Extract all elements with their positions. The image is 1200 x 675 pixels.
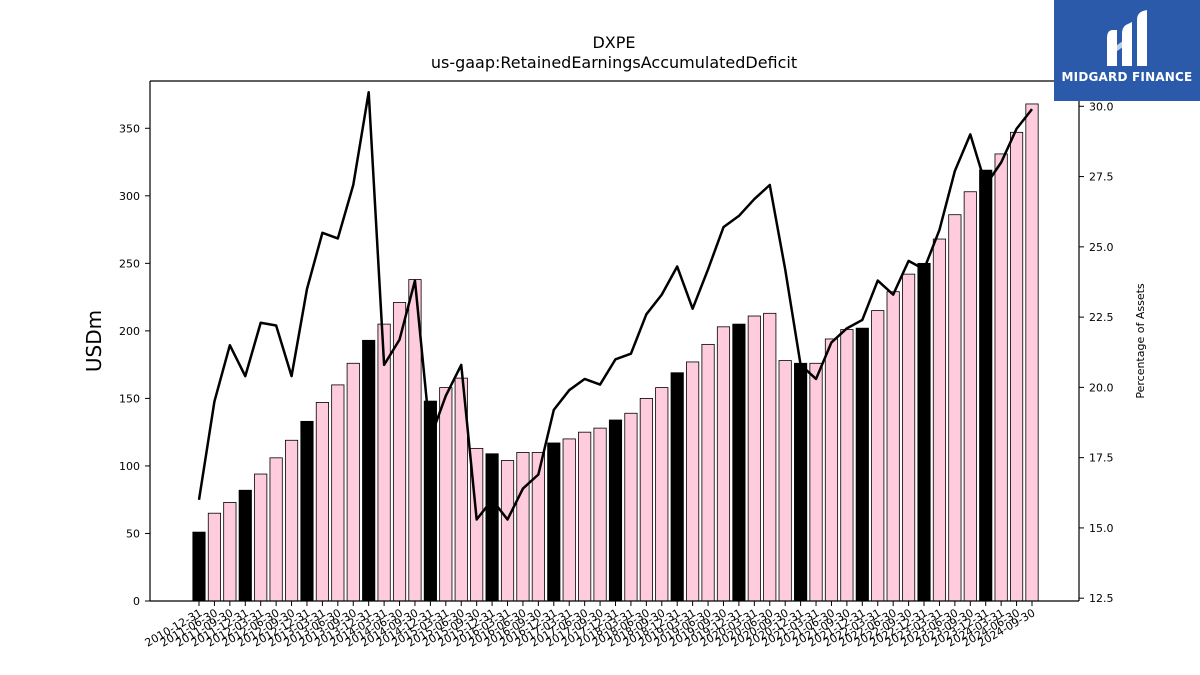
y2-tick-label: 27.5 [1089, 171, 1114, 184]
bar [608, 419, 623, 602]
y-tick-label: 200 [119, 325, 140, 338]
bar [207, 512, 221, 602]
bar [624, 412, 638, 602]
bar [763, 312, 777, 602]
chart-subtitle: us-gaap:RetainedEarningsAccumulatedDefic… [431, 53, 797, 72]
bar [979, 169, 993, 602]
y2-tick-label: 12.5 [1089, 592, 1114, 605]
y2-tick-label: 30.0 [1089, 100, 1114, 113]
bar [963, 191, 977, 602]
y2-tick-label: 22.5 [1089, 311, 1114, 324]
bar [223, 501, 237, 602]
right-ticks: 12.5 15.0 17.5 20.0 22.5 25.0 27.5 30.0 [1079, 100, 1114, 605]
series-line-percentage-of-assets [197, 90, 1033, 521]
bar [485, 453, 499, 602]
bar [794, 362, 808, 602]
bar [547, 442, 561, 602]
bar [254, 473, 268, 602]
bar [716, 326, 731, 602]
bar [578, 431, 592, 602]
line-group [197, 90, 1033, 521]
bar [315, 402, 329, 602]
y2-tick-label: 20.0 [1089, 381, 1114, 394]
bar-group [192, 103, 1039, 602]
chart-title: DXPE [592, 33, 635, 52]
y2-axis-label: Percentage of Assets [1134, 283, 1147, 399]
logo-text: MIDGARD FINANCE [1062, 70, 1193, 84]
bar [809, 362, 823, 602]
bar [362, 339, 376, 602]
x-ticks: 2010-12-312011-06-302011-09-302011-12-31… [143, 601, 1038, 650]
bar [439, 387, 453, 602]
bar [670, 372, 684, 602]
bar [686, 361, 700, 602]
brand-logo: MIDGARD FINANCE [1054, 0, 1200, 101]
bar [948, 214, 962, 602]
bar [639, 397, 653, 602]
bar [917, 262, 931, 602]
bar [932, 238, 947, 602]
left-ticks: 0 50 100 150 200 250 300 350 [119, 122, 150, 608]
bar [284, 439, 299, 602]
bar [516, 452, 530, 602]
bar [331, 384, 345, 602]
bar [500, 460, 515, 602]
bar [1010, 131, 1024, 602]
y2-tick-label: 25.0 [1089, 241, 1114, 254]
bar [238, 489, 252, 602]
bar [1025, 103, 1039, 602]
y-tick-label: 300 [119, 190, 140, 203]
bar [994, 153, 1008, 602]
y2-tick-label: 17.5 [1089, 452, 1114, 465]
bar [855, 327, 869, 602]
bar [562, 438, 576, 602]
bar [593, 427, 607, 602]
y-tick-label: 0 [133, 595, 140, 608]
bar [300, 420, 314, 602]
y2-tick-label: 15.0 [1089, 522, 1114, 535]
bar [747, 315, 761, 602]
bar [655, 387, 669, 602]
bar [732, 323, 746, 602]
bar [871, 310, 885, 602]
bar [902, 273, 916, 602]
y-axis-label: USDm [82, 310, 106, 372]
y-tick-label: 50 [126, 527, 140, 540]
y-tick-label: 100 [119, 460, 140, 473]
y-tick-label: 350 [119, 122, 140, 135]
y-tick-label: 150 [119, 392, 140, 405]
bar [824, 338, 839, 602]
bar [192, 531, 206, 602]
logo-mark-icon [1107, 10, 1147, 66]
bar [778, 360, 792, 602]
bar [886, 291, 900, 602]
bar [840, 329, 854, 602]
bar [269, 457, 283, 602]
bar [701, 343, 715, 602]
y-tick-label: 250 [119, 257, 140, 270]
bar [346, 362, 360, 602]
